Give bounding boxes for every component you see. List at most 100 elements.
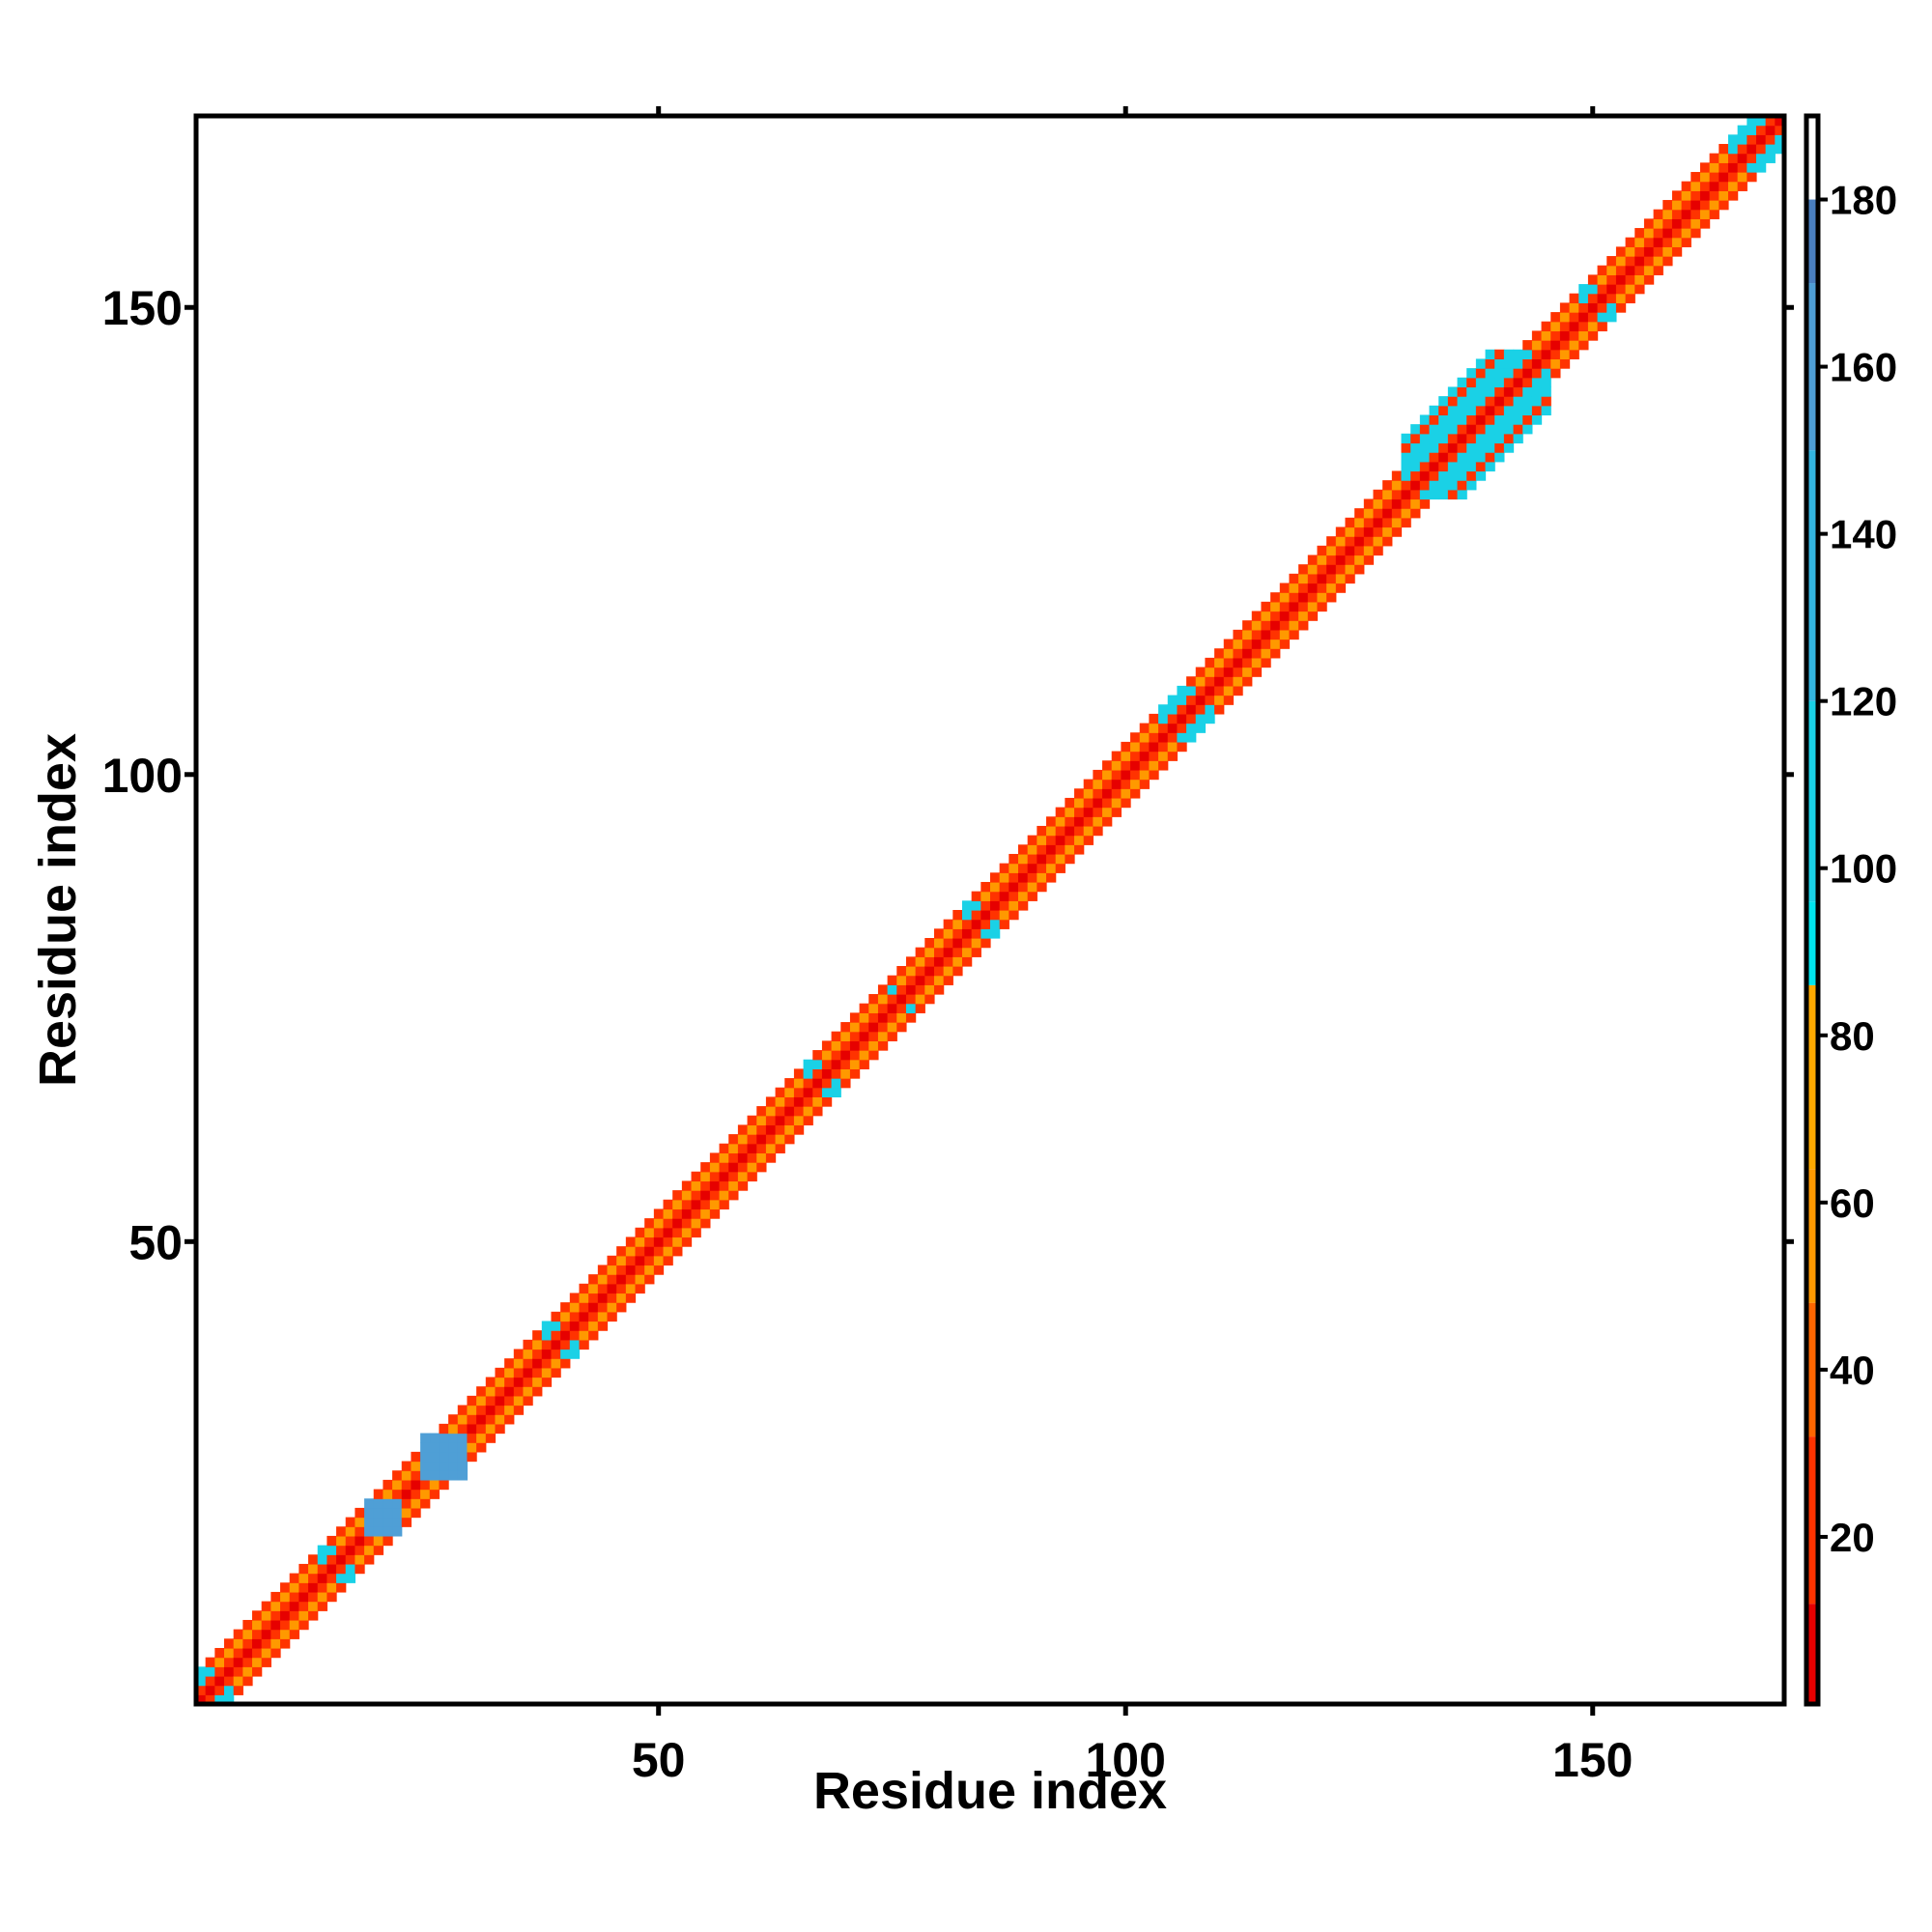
heatmap-cell [448,1442,459,1453]
heatmap-cell [457,1423,469,1435]
heatmap-cell [625,1293,637,1303]
heatmap-cell [214,1657,225,1667]
heatmap-cell [1298,592,1309,603]
heatmap-cell [1522,340,1533,351]
heatmap-cell [1578,330,1589,341]
heatmap-cell [653,1227,665,1238]
heatmap-cell [849,1050,861,1061]
heatmap-cell [859,1012,869,1023]
heatmap-cell [1522,349,1533,360]
heatmap-cell [588,1321,599,1331]
heatmap-cell [224,1694,235,1705]
heatmap-cell [429,1442,440,1453]
heatmap-cell [308,1582,319,1593]
heatmap-cell [569,1311,581,1322]
heatmap-cell [849,1068,861,1079]
heatmap-cell [784,1124,795,1135]
heatmap-cell [896,1022,907,1033]
heatmap-cell [1737,181,1747,191]
heatmap-cell [1261,629,1271,640]
heatmap-cell [1093,825,1103,837]
heatmap-cell [1121,751,1131,761]
heatmap-cell [681,1227,693,1238]
heatmap-cell [971,919,981,929]
heatmap-cell [439,1442,449,1453]
heatmap-cell [1531,386,1543,397]
heatmap-cell [1317,564,1327,575]
heatmap-cell [635,1264,645,1275]
heatmap-cell [401,1489,412,1499]
heatmap-cell [1195,676,1207,687]
heatmap-cell [747,1115,757,1126]
heatmap-cell [467,1442,477,1453]
heatmap-cell [915,984,925,995]
heatmap-cell [196,1675,207,1687]
heatmap-cell [868,994,879,1005]
heatmap-cell [457,1414,469,1425]
heatmap-cell [1307,582,1319,593]
heatmap-cell [971,900,981,911]
heatmap-cell [383,1517,393,1527]
colorbar-band [1806,199,1818,284]
heatmap-cell [1223,685,1235,696]
heatmap-cell [597,1302,609,1313]
heatmap-cell [924,947,935,957]
heatmap-cell [672,1190,683,1201]
heatmap-cell [1522,424,1533,435]
heatmap-cell [653,1264,665,1275]
heatmap-cell [560,1339,571,1350]
heatmap-cell [1597,302,1607,313]
heatmap-cell [1541,330,1551,341]
heatmap-cell [1606,274,1617,285]
heatmap-cell [1438,433,1449,444]
heatmap-cell [261,1610,271,1621]
heatmap-cell [990,919,1001,929]
heatmap-cell [476,1433,487,1443]
heatmap-cell [616,1264,627,1275]
heatmap-cell [224,1657,235,1667]
heatmap-cell [1447,452,1459,463]
heatmap-cell [270,1619,281,1631]
heatmap-cell [1214,648,1225,659]
heatmap-cell [523,1358,533,1369]
heatmap-cell [943,966,953,977]
heatmap-cell [233,1666,243,1677]
heatmap-cell [1037,881,1047,893]
heatmap-cell [821,1078,833,1089]
heatmap-cell [1559,340,1571,351]
heatmap-cell [420,1498,431,1509]
heatmap-cell [252,1610,263,1621]
heatmap-cell [1093,779,1103,789]
heatmap-cell [840,1040,851,1051]
heatmap-cell [1074,825,1085,837]
heatmap-cell [905,994,917,1005]
heatmap-cell [1251,657,1263,668]
heatmap-cell [1494,368,1505,379]
heatmap-cell [868,1022,879,1033]
heatmap-cell [485,1386,497,1397]
heatmap-cell [859,1050,869,1061]
heatmap-cell [532,1330,543,1341]
heatmap-cell [756,1124,767,1135]
heatmap-cell [1102,769,1113,781]
heatmap-cell [1429,480,1439,491]
heatmap-cell [233,1647,243,1659]
heatmap-cell [467,1405,477,1415]
heatmap-cell [803,1059,813,1069]
heatmap-cell [495,1377,505,1387]
heatmap-cell [1167,713,1179,724]
heatmap-cell [1083,807,1094,817]
heatmap-cell [560,1321,571,1331]
heatmap-cell [1223,676,1235,687]
heatmap-cell [1485,414,1495,425]
heatmap-cell [1550,321,1561,332]
heatmap-cell [663,1236,673,1247]
heatmap-cell [1307,573,1319,584]
heatmap-cell [579,1321,589,1331]
heatmap-cell [849,1040,861,1051]
heatmap-cell [569,1293,581,1303]
heatmap-cell [849,1031,861,1041]
heatmap-cell [709,1171,721,1182]
heatmap-cell [1009,863,1019,873]
heatmap-cell [1597,312,1607,323]
